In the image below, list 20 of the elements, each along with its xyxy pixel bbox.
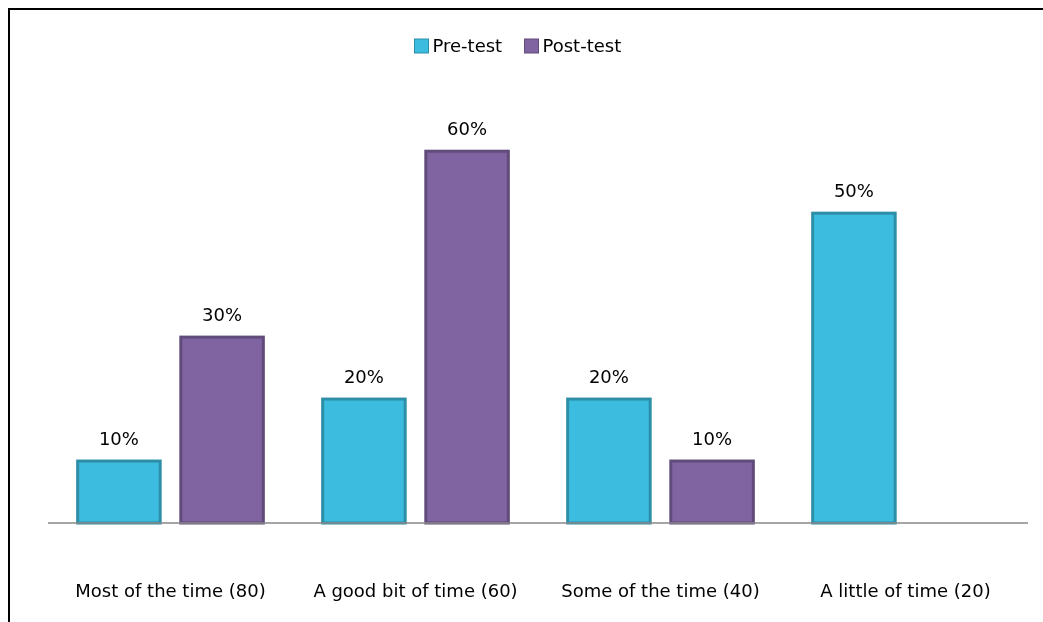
x-tick-label: A good bit of time (60) [313, 580, 518, 601]
bar [811, 211, 897, 525]
bar [424, 149, 510, 525]
legend-label: Post-test [542, 35, 622, 56]
x-tick-label: Some of the time (40) [561, 580, 760, 601]
data-label: 60% [447, 118, 488, 140]
bar [566, 397, 652, 525]
bar [76, 459, 162, 525]
data-label: 10% [98, 428, 139, 450]
data-label: 50% [833, 180, 874, 202]
data-label: 20% [343, 366, 384, 388]
legend-label: Pre-test [432, 35, 503, 56]
data-label: 10% [692, 428, 733, 450]
bar [669, 459, 755, 525]
x-tick-label: A little of time (20) [820, 580, 991, 601]
bar [321, 397, 407, 525]
x-tick-label: Most of the time (80) [75, 580, 266, 601]
bar [179, 335, 265, 525]
data-label: 30% [202, 304, 243, 326]
data-label: 20% [588, 366, 629, 388]
